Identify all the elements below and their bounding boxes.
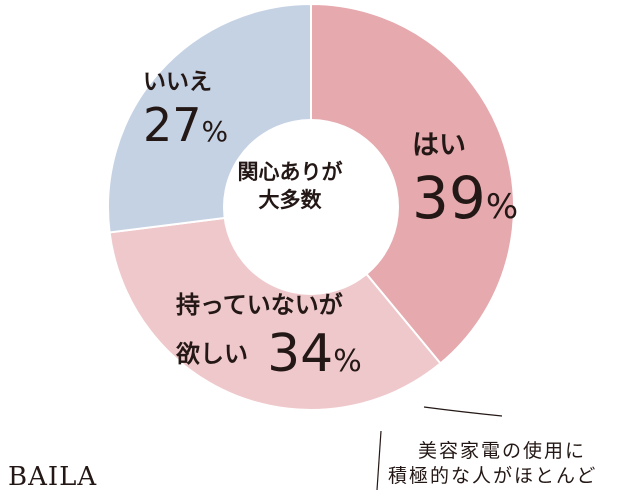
slice-label-no-unit: %: [201, 115, 229, 148]
slice-label-want-name-1: 持っていないが: [176, 291, 343, 319]
center-label-line-2: 大多数: [258, 188, 322, 213]
slice-label-yes-pct: 39%: [412, 169, 518, 227]
note-line-1: 美容家電の使用に: [418, 440, 587, 462]
slice-label-want-value: 34: [267, 324, 334, 384]
center-label: 関心ありが 大多数: [220, 158, 360, 215]
slice-label-no-pct: 27%: [143, 102, 228, 148]
slice-label-no-name: いいえ: [143, 69, 212, 95]
center-label-line-1: 関心ありが: [237, 160, 343, 184]
slice-label-want: 持っていないが: [176, 293, 343, 317]
slice-label-yes-unit: %: [485, 187, 519, 227]
slice-label-want-pct: 34%: [267, 328, 362, 380]
slice-label-yes-value: 39: [412, 164, 486, 232]
slices: [107, 2, 515, 411]
slice-want: [108, 205, 442, 411]
slice-label-want-row2: 欲しい 34%: [176, 328, 362, 380]
note-line-2: 積極的な人がほとんど: [388, 464, 598, 487]
center-hole: [223, 119, 399, 295]
slice-label-want-unit: %: [333, 344, 362, 379]
slice-label-no: いいえ 27%: [143, 69, 228, 149]
slice-label-yes-name: はい: [412, 130, 466, 161]
note: 美容家電の使用に 積極的な人がほとんど: [388, 439, 597, 488]
slice-label-yes: はい 39%: [412, 132, 518, 227]
slice-label-no-value: 27: [143, 98, 202, 152]
slice-yes: [310, 2, 515, 365]
note-left-line: [376, 430, 382, 491]
note-top-line: [423, 406, 503, 417]
slice-label-want-name-2: 欲しい: [176, 340, 248, 368]
baila-logo: BAILA: [8, 462, 98, 492]
